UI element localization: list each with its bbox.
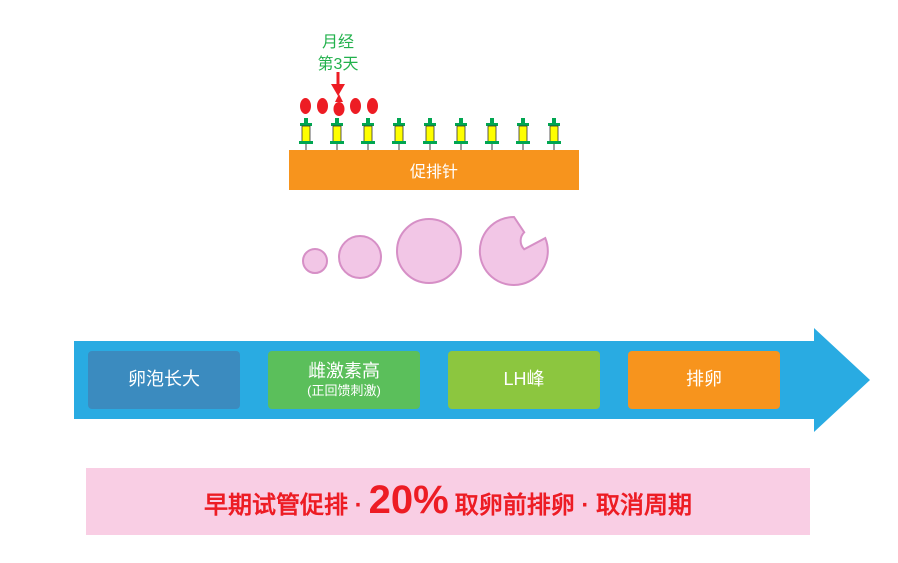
process-arrow: 卵泡长大 雌激素高(正回馈刺激) LH峰 排卵 [74,328,870,432]
banner-text-2: 取卵前排卵 · 取消周期 [455,485,692,520]
follicle-dot [300,98,311,114]
stage-box: 卵泡长大 [88,351,240,409]
follicle-dot [350,98,361,114]
stage-label: 卵泡长大 [128,369,200,391]
injection-bar-label: 促排针 [410,158,458,182]
follicle-shape [302,248,328,274]
follicle-dot [317,98,328,114]
banner-text-1: 早期试管促排 · [204,485,363,520]
follicle-shape-ovulating [476,214,552,288]
arrow-head-icon [814,328,870,432]
top-label-line2: 第3天 [308,50,368,74]
follicle-dot [367,98,378,114]
arrow-body: 卵泡长大 雌激素高(正回馈刺激) LH峰 排卵 [74,341,814,419]
day3-arrow-icon [329,72,347,96]
banner-percent: 20% [369,478,449,523]
stage-label: LH峰 [503,369,544,391]
stage-label: 排卵 [686,369,722,391]
follicle-dot-arrow-icon [332,94,346,116]
stage-label: 雌激素高 [308,361,380,383]
top-label-line1: 月经 [308,28,368,52]
follicle-shape [396,218,462,284]
injection-bar: 促排针 [289,150,579,190]
stage-sublabel: (正回馈刺激) [307,383,381,399]
summary-banner: 早期试管促排 · 20% 取卵前排卵 · 取消周期 [86,468,810,535]
stage-box: LH峰 [448,351,600,409]
stage-box: 雌激素高(正回馈刺激) [268,351,420,409]
follicle-shape [338,235,382,279]
stage-box: 排卵 [628,351,780,409]
